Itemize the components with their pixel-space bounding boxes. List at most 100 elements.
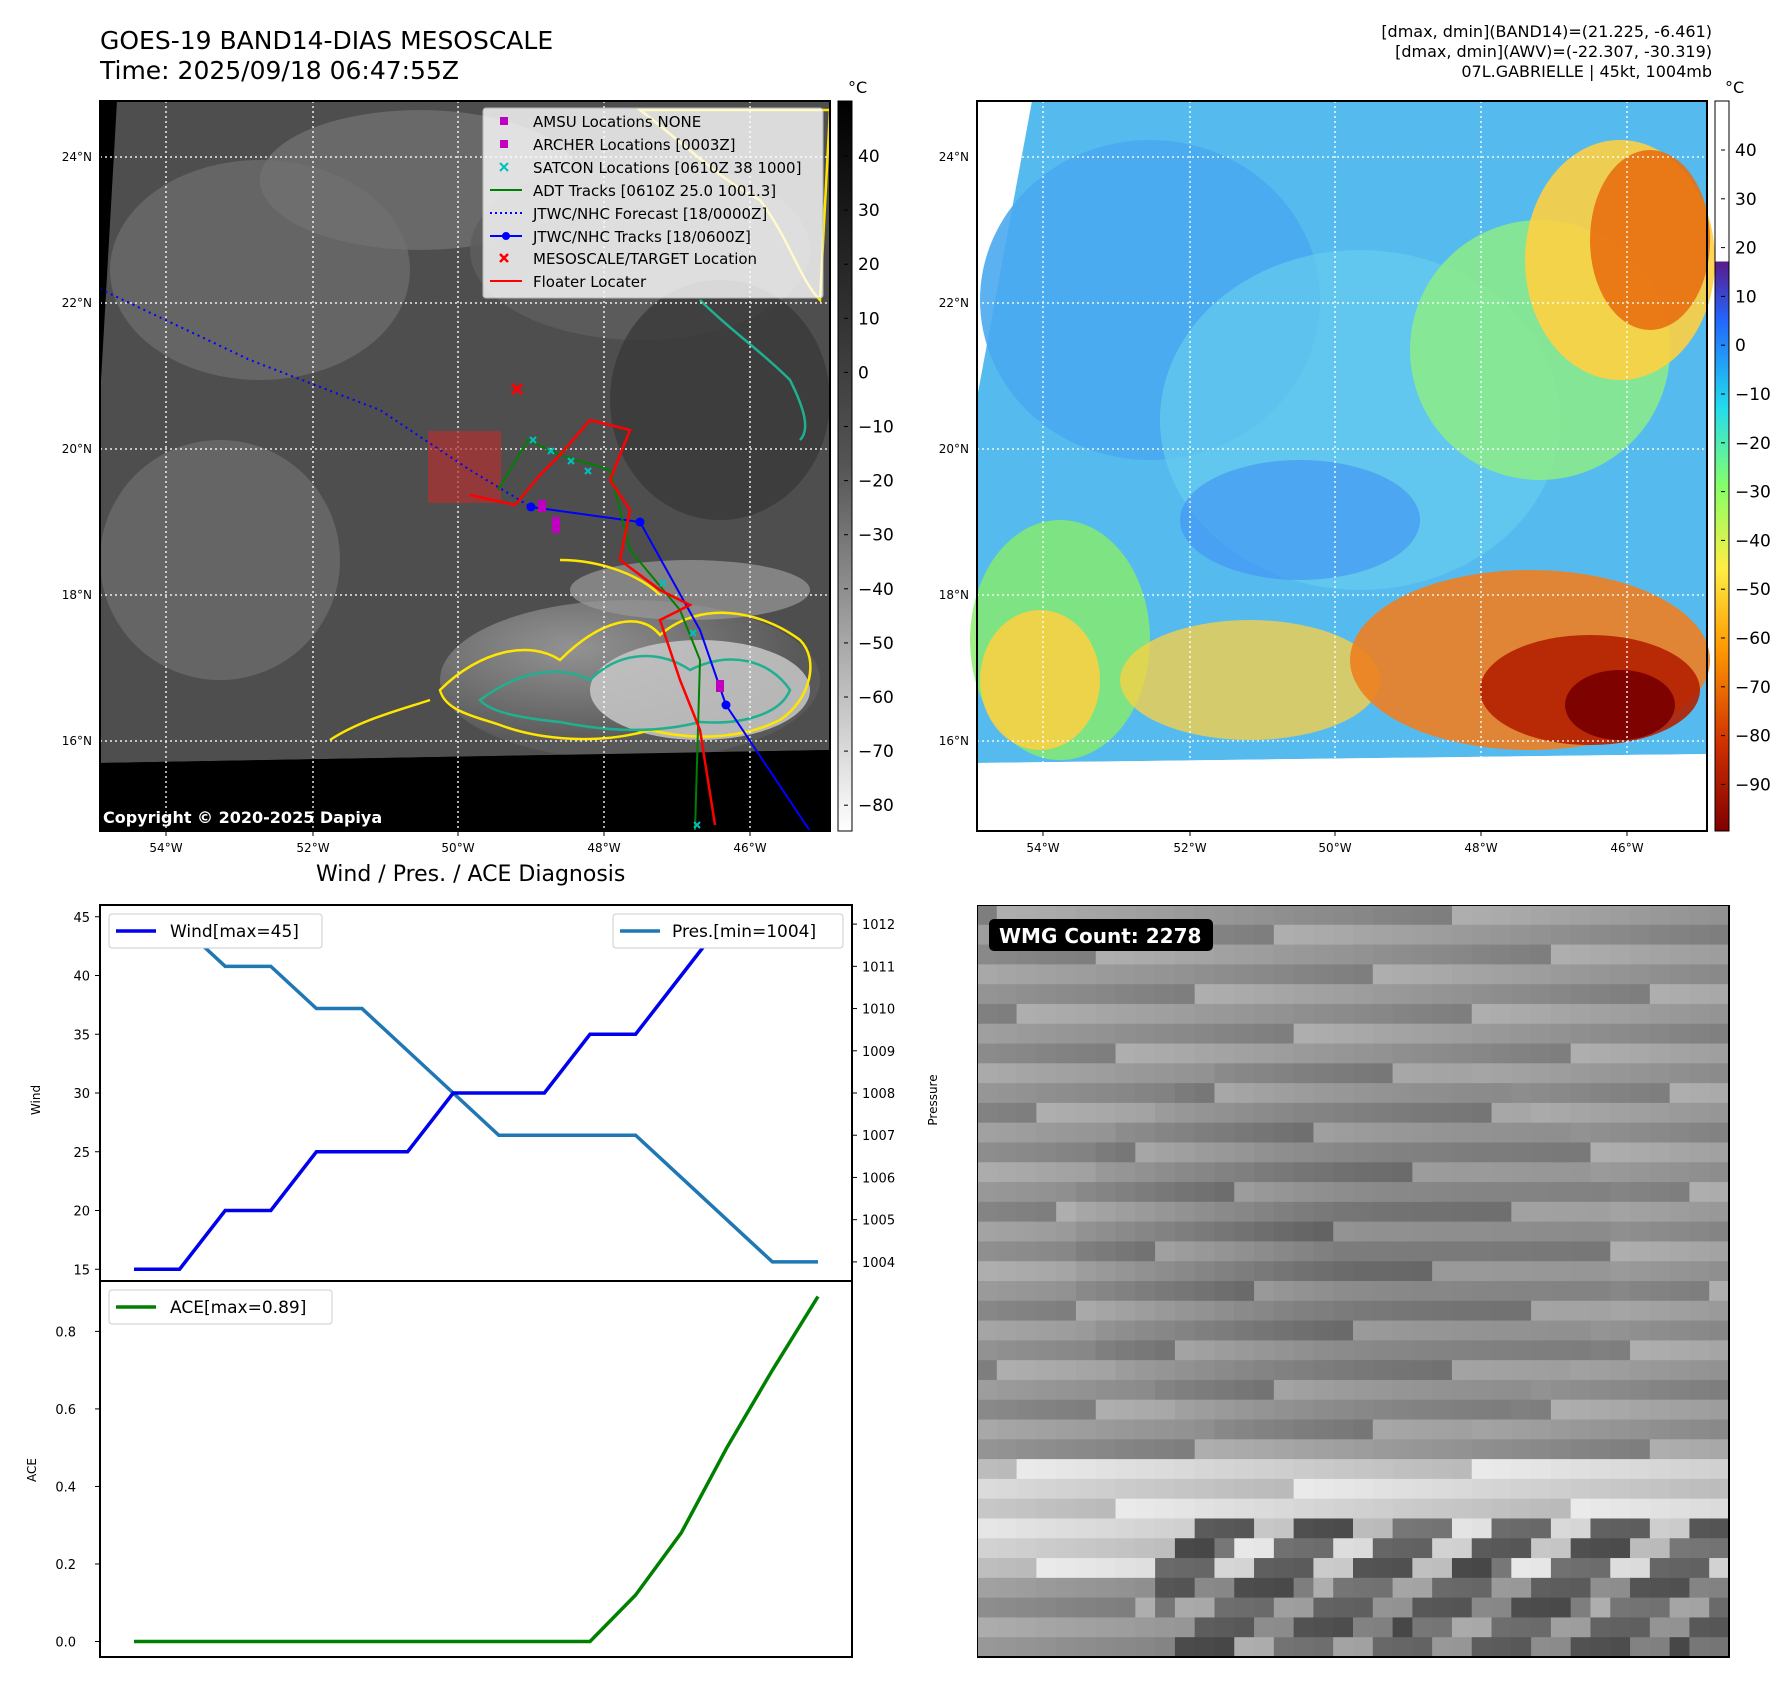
wv-nodata-band (977, 754, 1707, 831)
colorbar-tick-label: −10 (1735, 385, 1771, 405)
wind-tick-label: 45 (73, 911, 90, 926)
wind-legend-label: Wind[max=45] (170, 922, 299, 942)
pressure-tick-label: 1012 (862, 918, 895, 933)
legend-label: Floater Locater (533, 273, 647, 291)
colorbar-tick-label: −80 (858, 796, 894, 816)
colorbar-tick-label: −50 (858, 634, 894, 654)
track-point (721, 700, 731, 710)
ace-tick-label: 0.6 (55, 1403, 76, 1418)
ir-colorbar-ticks: 40 30 20 10 0 −10 −20 −30 −40 −50 −60 −70 −80 (844, 147, 894, 816)
title-line-2: Time: 2025/09/18 06:47:55Z (100, 56, 459, 85)
wind-tick-label: 20 (73, 1205, 90, 1220)
info-block: [dmax, dmin](BAND14)=(21.225, -6.461) [d… (1381, 22, 1712, 82)
lon-tick-label: 50°W (1318, 841, 1351, 855)
lon-tick-label: 54°W (149, 841, 182, 855)
colorbar-tick-label: −10 (858, 418, 894, 438)
lat-tick-label: 24°N (62, 150, 92, 164)
figure-title: GOES-19 BAND14-DIAS MESOSCALE Time: 2025… (100, 26, 553, 86)
pressure-tick-label: 1009 (862, 1045, 895, 1060)
colorbar-tick-label: −40 (858, 580, 894, 600)
lat-tick-label: 22°N (62, 296, 92, 310)
lat-tick-label: 22°N (939, 296, 969, 310)
colorbar-tick-label: −30 (1735, 483, 1771, 503)
ir-colorbar-unit: °C (848, 78, 867, 97)
pressure-legend: Pres.[min=1004] (612, 913, 844, 949)
legend-label: SATCON Locations [0610Z 38 1000] (533, 159, 801, 177)
ace-tick-label: 0.8 (55, 1325, 76, 1340)
pressure-tick-label: 1007 (862, 1129, 895, 1144)
lat-tick-label: 20°N (939, 442, 969, 456)
pressure-legend-label: Pres.[min=1004] (672, 922, 816, 942)
ace-tick-label: 0.0 (55, 1635, 76, 1650)
ir-axis-ticks: 54°W 52°W 50°W 48°W 46°W 24°N 22°N 20°N 18°N 16°N (62, 150, 767, 855)
ir-map-frame (99, 100, 831, 832)
diagnosis-title: Wind / Pres. / ACE Diagnosis (316, 862, 626, 887)
ir-contour (478, 654, 792, 732)
colorbar-tick-label: −30 (858, 526, 894, 546)
ir-cloud (100, 440, 340, 680)
colorbar-tick-label: −50 (1735, 580, 1771, 600)
archer-marker (716, 680, 724, 692)
wv-region (1120, 620, 1380, 740)
track-point (635, 517, 645, 527)
wv-region (1565, 670, 1675, 740)
info-line-2: [dmax, dmin](AWV)=(-22.307, -30.319) (1395, 42, 1712, 61)
adt-track (497, 438, 702, 832)
ace-legend-label: ACE[max=0.89] (170, 1298, 306, 1318)
wv-map-frame (976, 100, 1708, 832)
colorbar-tick-label: 30 (858, 201, 880, 221)
pressure-tick-label: 1011 (862, 960, 895, 975)
lat-tick-label: 20°N (62, 442, 92, 456)
ace-series-line (134, 1295, 820, 1644)
ir-contour (699, 299, 807, 441)
colorbar-tick-label: 20 (858, 255, 880, 275)
pressure-tick-label: 1008 (862, 1087, 895, 1102)
colorbar-tick-label: 40 (1735, 141, 1757, 161)
ir-contour (559, 558, 661, 596)
lon-tick-label: 50°W (441, 841, 474, 855)
colorbar-tick-label: −70 (1735, 678, 1771, 698)
wv-region (1590, 150, 1710, 330)
pressure-ylabel: Pressure (926, 1074, 940, 1125)
colorbar-tick-label: 0 (1735, 336, 1746, 356)
pressure-tick-label: 1010 (862, 1003, 895, 1018)
wv-region (1180, 460, 1420, 580)
legend-label: JTWC/NHC Tracks [18/0600Z] (532, 228, 751, 246)
wind-tick-label: 35 (73, 1028, 90, 1043)
ir-contour (329, 698, 431, 742)
legend-label: ARCHER Locations [0003Z] (533, 136, 736, 154)
lon-tick-label: 54°W (1026, 841, 1059, 855)
ir-cloud (610, 280, 830, 520)
lat-tick-label: 16°N (62, 734, 92, 748)
colorbar-tick-label: −20 (1735, 434, 1771, 454)
ir-contour (438, 611, 812, 741)
lon-tick-label: 48°W (587, 841, 620, 855)
archer-marker (538, 500, 546, 512)
pressure-tick-label: 1006 (862, 1171, 895, 1186)
colorbar-tick-label: 0 (858, 363, 869, 383)
info-line-3: 07L.GABRIELLE | 45kt, 1004mb (1461, 62, 1712, 81)
lon-tick-label: 52°W (1173, 841, 1206, 855)
colorbar-tick-label: −70 (858, 742, 894, 762)
ir-nodata-band (100, 750, 830, 831)
wmg-frame (977, 905, 1730, 1658)
pressure-tick-label: 1004 (862, 1256, 895, 1271)
mesoscale-box (428, 431, 501, 503)
ace-tick-label: 0.2 (55, 1558, 76, 1573)
lon-tick-label: 46°W (733, 841, 766, 855)
wind-tick-label: 30 (73, 1087, 90, 1102)
pressure-tick-label: 1005 (862, 1214, 895, 1229)
ir-colorbar (837, 100, 853, 832)
title-line-1: GOES-19 BAND14-DIAS MESOSCALE (100, 26, 554, 55)
wmg-panel: WMG Count: 2278 (977, 905, 1730, 1658)
satcon-markers (529, 436, 701, 829)
legend-label: AMSU Locations NONE (533, 113, 701, 131)
colorbar-tick-label: 40 (858, 147, 880, 167)
colorbar-tick-label: 30 (1735, 190, 1757, 210)
wv-colorbar-unit: °C (1725, 78, 1744, 97)
lat-tick-label: 24°N (939, 150, 969, 164)
wmg-count-label: WMG Count: 2278 (999, 924, 1201, 948)
lon-tick-label: 46°W (1610, 841, 1643, 855)
colorbar-tick-label: 10 (858, 309, 880, 329)
colorbar-tick-label: −40 (1735, 531, 1771, 551)
